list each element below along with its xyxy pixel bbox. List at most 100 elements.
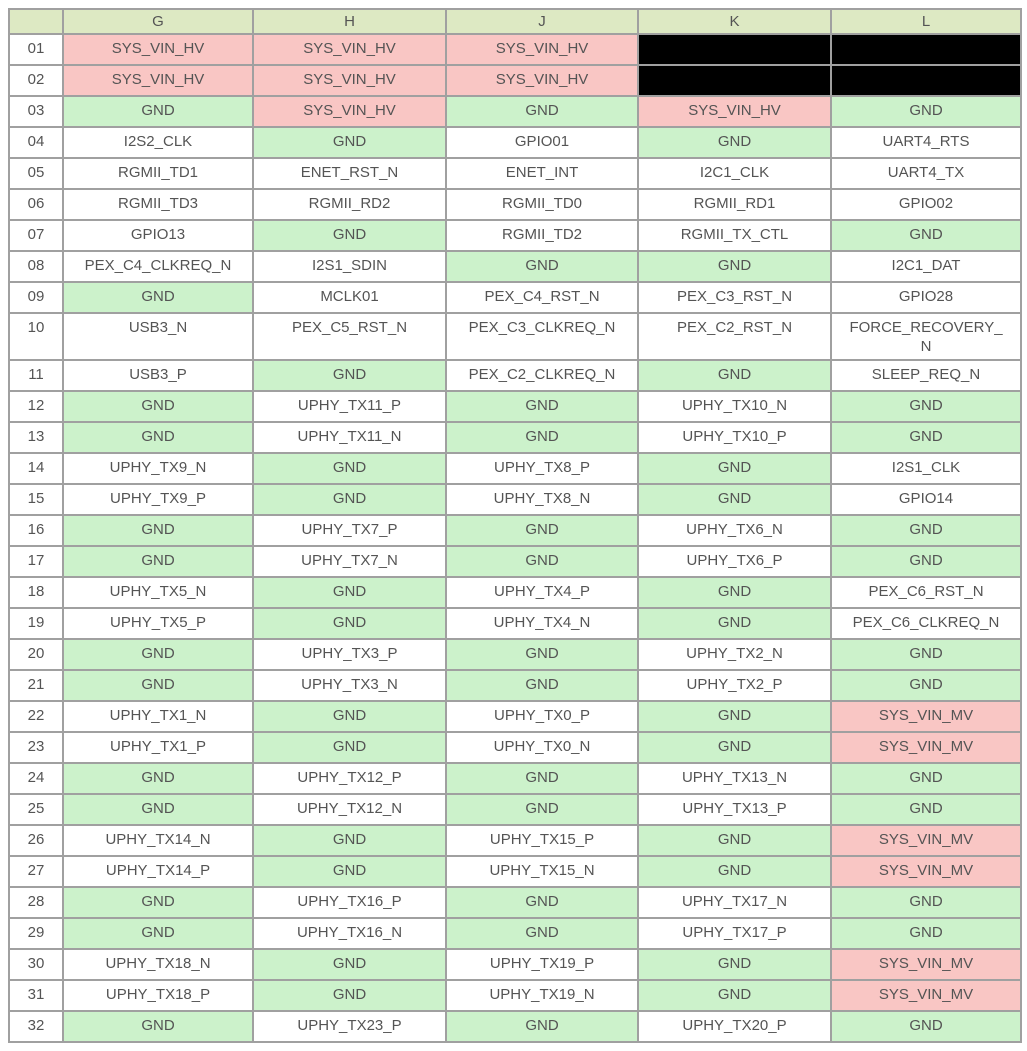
pin-cell: UPHY_TX3_P — [252, 638, 447, 671]
pin-cell: GND — [252, 219, 447, 252]
pin-cell: GND — [637, 731, 832, 764]
pin-label: GND — [909, 397, 943, 414]
pin-label: UPHY_TX1_N — [109, 707, 207, 724]
table-row: 20 GND UPHY_TX3_P GND UPHY_TX2_N GND — [8, 638, 1022, 671]
row-number: 27 — [8, 855, 64, 888]
pin-cell: MCLK01 — [252, 281, 447, 314]
pin-label: UPHY_TX14_P — [105, 862, 211, 879]
pin-label: PEX_C6_RST_N — [868, 583, 984, 600]
pin-label: GND — [717, 257, 752, 274]
pin-cell: GND — [830, 638, 1022, 671]
pin-cell: GND — [62, 514, 254, 547]
pin-cell: GPIO13 — [62, 219, 254, 252]
pin-cell: UPHY_TX0_N — [445, 731, 639, 764]
pin-label: SLEEP_REQ_N — [871, 366, 981, 383]
pin-cell: UPHY_TX2_P — [637, 669, 832, 702]
pin-cell: I2C1_DAT — [830, 250, 1022, 283]
pin-label: SYS_VIN_HV — [495, 71, 589, 88]
row-number: 02 — [8, 64, 64, 97]
pin-label: UPHY_TX0_P — [494, 707, 590, 724]
pin-label: GND — [332, 490, 367, 507]
pin-label: GND — [141, 428, 175, 445]
pin-label: GND — [717, 583, 752, 600]
pin-cell: SYS_VIN_MV — [830, 731, 1022, 764]
pin-cell: PEX_C5_RST_N — [252, 312, 447, 361]
pin-label: GND — [332, 862, 367, 879]
pin-cell: GND — [62, 95, 254, 128]
pin-label: UPHY_TX8_N — [493, 490, 591, 507]
pin-label: GND — [141, 645, 175, 662]
pin-label: RGMII_TD1 — [117, 164, 199, 181]
pin-cell: GND — [830, 917, 1022, 950]
pin-cell: GND — [637, 607, 832, 640]
pin-label: PEX_C4_CLKREQ_N — [84, 257, 232, 274]
pin-cell: UPHY_TX18_P — [62, 979, 254, 1012]
pin-cell: UPHY_TX1_P — [62, 731, 254, 764]
pin-cell: UPHY_TX4_N — [445, 607, 639, 640]
pin-label: GND — [141, 1017, 175, 1034]
pin-label: GND — [717, 366, 752, 383]
pin-label: USB3_P — [129, 366, 187, 383]
pin-cell: UPHY_TX13_N — [637, 762, 832, 795]
pin-cell: UPHY_TX17_P — [637, 917, 832, 950]
pin-label: GND — [332, 831, 367, 848]
pin-cell: SYS_VIN_HV — [252, 33, 447, 66]
table-row: 02 SYS_VIN_HV SYS_VIN_HV SYS_VIN_HV — [8, 64, 1022, 97]
pin-label: GND — [525, 552, 559, 569]
pin-cell: GPIO02 — [830, 188, 1022, 221]
pin-label: UPHY_TX1_P — [110, 738, 206, 755]
pin-label: PEX_C2_CLKREQ_N — [468, 366, 616, 383]
pin-label: SYS_VIN_MV — [878, 986, 974, 1003]
pin-label: GND — [525, 102, 559, 119]
row-number: 19 — [8, 607, 64, 640]
pin-cell: ENET_RST_N — [252, 157, 447, 190]
pin-label: GND — [332, 366, 367, 383]
pin-cell: UART4_TX — [830, 157, 1022, 190]
pin-label: GND — [141, 800, 175, 817]
pin-label: GND — [332, 955, 367, 972]
pin-label: GND — [717, 614, 752, 631]
pin-label: RGMII_RD1 — [693, 195, 776, 212]
pin-cell: GND — [252, 359, 447, 392]
pin-cell: UPHY_TX6_P — [637, 545, 832, 578]
row-number: 16 — [8, 514, 64, 547]
pin-label: GND — [909, 102, 943, 119]
pin-label: UPHY_TX23_P — [297, 1017, 402, 1034]
pin-label: SYS_VIN_HV — [495, 40, 589, 57]
pin-label: UPHY_TX5_P — [110, 614, 206, 631]
pin-cell: UPHY_TX6_N — [637, 514, 832, 547]
pin-cell: UPHY_TX16_N — [252, 917, 447, 950]
pin-label: UPHY_TX8_P — [494, 459, 590, 476]
row-number: 28 — [8, 886, 64, 919]
pin-label: SYS_VIN_MV — [878, 831, 974, 848]
pin-cell: UPHY_TX20_P — [637, 1010, 832, 1043]
pin-cell: GPIO28 — [830, 281, 1022, 314]
table-row: 11 USB3_P GND PEX_C2_CLKREQ_N GND SLEEP_REQ_N — [8, 359, 1022, 392]
pin-cell: GND — [637, 700, 832, 733]
pin-cell: UPHY_TX10_N — [637, 390, 832, 423]
row-number: 12 — [8, 390, 64, 423]
pin-label: GND — [717, 133, 752, 150]
pin-cell: PEX_C6_CLKREQ_N — [830, 607, 1022, 640]
pin-cell: RGMII_TX_CTL — [637, 219, 832, 252]
pin-cell: GND — [252, 126, 447, 159]
pin-cell: GND — [62, 281, 254, 314]
pin-label: FORCE_RECOVERY_N — [849, 319, 1003, 355]
pin-label: UPHY_TX20_P — [682, 1017, 787, 1034]
pin-label: UPHY_TX17_P — [682, 924, 787, 941]
table-row: 01 SYS_VIN_HV SYS_VIN_HV SYS_VIN_HV — [8, 33, 1022, 66]
pin-cell: GND — [252, 452, 447, 485]
pin-cell: UPHY_TX12_P — [252, 762, 447, 795]
pin-label: GND — [717, 862, 752, 879]
row-number: 09 — [8, 281, 64, 314]
pin-cell: GND — [445, 638, 639, 671]
pin-label: ENET_RST_N — [300, 164, 399, 181]
pin-label: GND — [525, 769, 559, 786]
row-number: 15 — [8, 483, 64, 516]
pin-label: I2S2_CLK — [123, 133, 193, 150]
pin-cell: SYS_VIN_HV — [637, 95, 832, 128]
row-number: 01 — [8, 33, 64, 66]
pin-cell: GND — [445, 390, 639, 423]
pin-cell: FORCE_RECOVERY_N — [830, 312, 1022, 361]
